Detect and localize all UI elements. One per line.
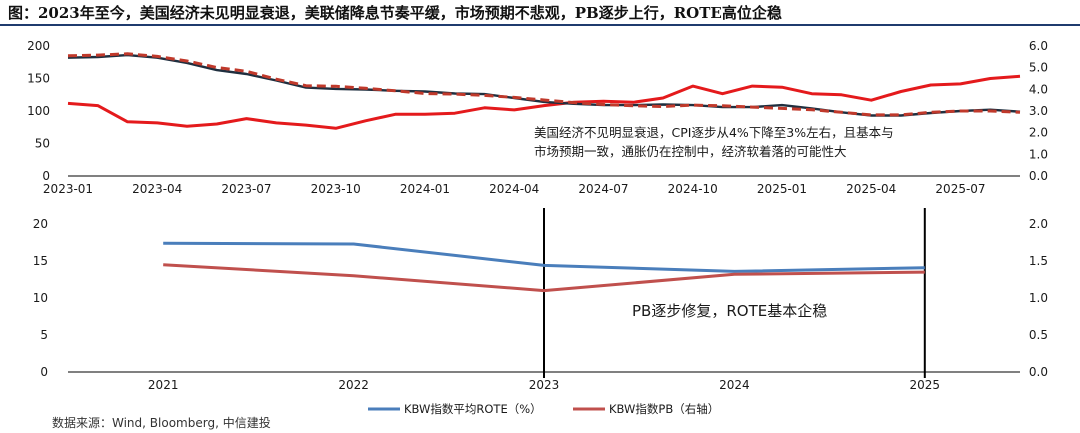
top-annotation-line2: 市场预期一致，通胀仍在控制中，经济软着落的可能性大	[534, 144, 847, 159]
top-right-tick-label: 2.0	[1029, 126, 1048, 140]
bottom-x-tick-label: 2021	[148, 378, 179, 392]
top-left-tick-label: 200	[27, 39, 50, 53]
bottom-left-tick-label: 0	[40, 365, 48, 379]
data-source: 数据来源：Wind, Bloomberg, 中信建投	[52, 416, 271, 430]
top-x-tick-label: 2023-04	[132, 182, 182, 196]
top-right-tick-label: 5.0	[1029, 61, 1048, 75]
bottom-annotation: PB逐步修复，ROTE基本企稳	[632, 302, 827, 320]
top-dashed-series-line	[67, 52, 1021, 117]
top-annotation-line1: 美国经济不见明显衰退，CPI逐步从4%下降至3%左右，且基本与	[534, 125, 894, 140]
top-x-tick-label: 2024-01	[400, 182, 450, 196]
top-chart: 0 50 100 150 200 0.0 1.0 2.0 3.0 4.0 5.0 6.0 2023-01…	[27, 39, 1048, 196]
bottom-left-tick-label: 20	[33, 217, 48, 231]
top-left-tick-label: 150	[27, 72, 50, 86]
top-x-tick-label: 2023-10	[311, 182, 361, 196]
top-right-tick-label: 0.0	[1029, 169, 1048, 183]
top-x-tick-label: 2025-04	[846, 182, 896, 196]
top-left-tick-label: 100	[27, 104, 50, 118]
top-right-tick-label: 4.0	[1029, 82, 1048, 96]
figure-title: 图：2023年至今，美国经济未见明显衰退，美联储降息节奏平缓，市场预期不悲观，P…	[8, 4, 782, 22]
bottom-x-tick-label: 2025	[910, 378, 941, 392]
top-x-tick-label: 2024-07	[578, 182, 628, 196]
top-left-tick-label: 0	[42, 169, 50, 183]
top-dark-series-line	[67, 53, 1021, 117]
bottom-series-line-2	[163, 263, 925, 293]
bottom-series-line-1	[163, 241, 925, 273]
top-x-tick-label: 2024-04	[489, 182, 539, 196]
top-left-tick-label: 50	[35, 137, 50, 151]
bottom-left-tick-label: 5	[40, 328, 48, 342]
bottom-right-tick-label: 0.0	[1029, 365, 1048, 379]
top-x-tick-label: 2025-07	[935, 182, 985, 196]
bottom-x-tick-label: 2024	[719, 378, 750, 392]
top-right-tick-label: 1.0	[1029, 147, 1048, 161]
bottom-right-tick-label: 1.5	[1029, 254, 1048, 268]
bottom-left-tick-label: 15	[33, 254, 48, 268]
top-x-tick-label: 2023-01	[43, 182, 93, 196]
top-right-tick-label: 6.0	[1029, 39, 1048, 53]
bottom-right-tick-label: 0.5	[1029, 328, 1048, 342]
bottom-x-tick-label: 2022	[338, 378, 369, 392]
bottom-right-tick-label: 2.0	[1029, 217, 1048, 231]
legend-rote-label: KBW指数平均ROTE（%）	[404, 402, 542, 416]
top-x-tick-label: 2025-01	[757, 182, 807, 196]
bottom-right-tick-label: 1.0	[1029, 291, 1048, 305]
top-x-tick-label: 2024-10	[668, 182, 718, 196]
bottom-left-tick-label: 10	[33, 291, 48, 305]
top-x-tick-label: 2023-07	[221, 182, 271, 196]
bottom-x-tick-label: 2023	[529, 378, 560, 392]
bottom-chart: 0 5 10 15 20 0.0 0.5 1.0 1.5 2.0 2021 2022 2023 2024 2…	[33, 208, 1048, 416]
top-right-tick-label: 3.0	[1029, 104, 1048, 118]
top-red-series-line	[67, 74, 1021, 130]
title-rule	[0, 24, 1080, 26]
legend-pb-label: KBW指数PB（右轴）	[609, 402, 719, 416]
